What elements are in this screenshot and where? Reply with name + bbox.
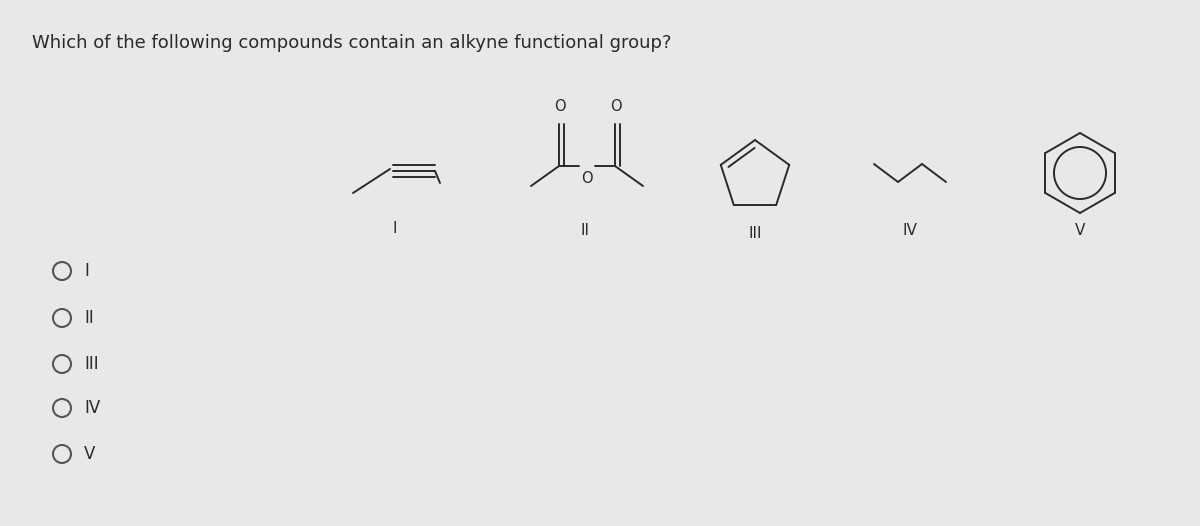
Text: V: V [1075,223,1085,238]
Text: O: O [581,171,593,186]
Text: III: III [84,355,98,373]
Text: II: II [581,223,589,238]
Text: III: III [749,226,762,241]
Text: IV: IV [84,399,101,417]
Text: II: II [84,309,94,327]
Text: V: V [84,445,95,463]
Text: I: I [84,262,89,280]
Text: I: I [392,221,397,236]
Text: IV: IV [902,223,918,238]
Text: O: O [554,99,566,114]
Text: Which of the following compounds contain an alkyne functional group?: Which of the following compounds contain… [32,34,672,52]
Text: O: O [610,99,622,114]
